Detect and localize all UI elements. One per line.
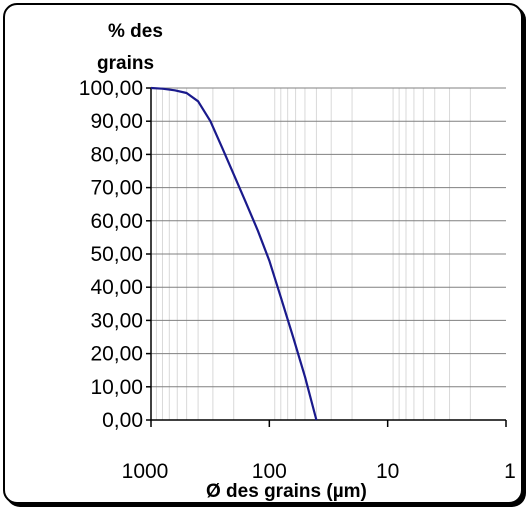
y-tick-labels: 100,00 90,00 80,00 70,00 60,00 50,00 40,00 30,0…: [79, 77, 143, 432]
y-tick-label: 90,00: [90, 110, 143, 133]
y-tick-label: 70,00: [90, 177, 143, 200]
y-tick-label: 30,00: [90, 309, 143, 332]
y-tick-label: 50,00: [90, 243, 143, 266]
y-tick-label: 60,00: [90, 210, 143, 233]
y-axis-label-line2: grains: [97, 53, 154, 74]
y-axis-label-line1: % des: [108, 21, 163, 42]
series-group: [150, 86, 318, 421]
y-tick-label: 100,00: [79, 77, 143, 100]
x-tick-labels: 1000 100 10 1: [122, 460, 516, 483]
x-tick-label: 1: [504, 460, 516, 483]
y-tick-label: 0,00: [102, 409, 143, 432]
y-tick-label: 10,00: [90, 376, 143, 399]
y-tick-label: 20,00: [90, 343, 143, 366]
x-tick-label: 10: [376, 460, 399, 483]
axes: [146, 87, 507, 427]
major-gridlines: [151, 87, 506, 388]
x-axis-label: Ø des grains (µm): [206, 481, 367, 502]
x-tick-label: 100: [252, 460, 287, 483]
x-tick-label: 1000: [122, 460, 169, 483]
y-tick-label: 80,00: [90, 143, 143, 166]
y-tick-label: 40,00: [90, 276, 143, 299]
series-line: [150, 86, 318, 421]
